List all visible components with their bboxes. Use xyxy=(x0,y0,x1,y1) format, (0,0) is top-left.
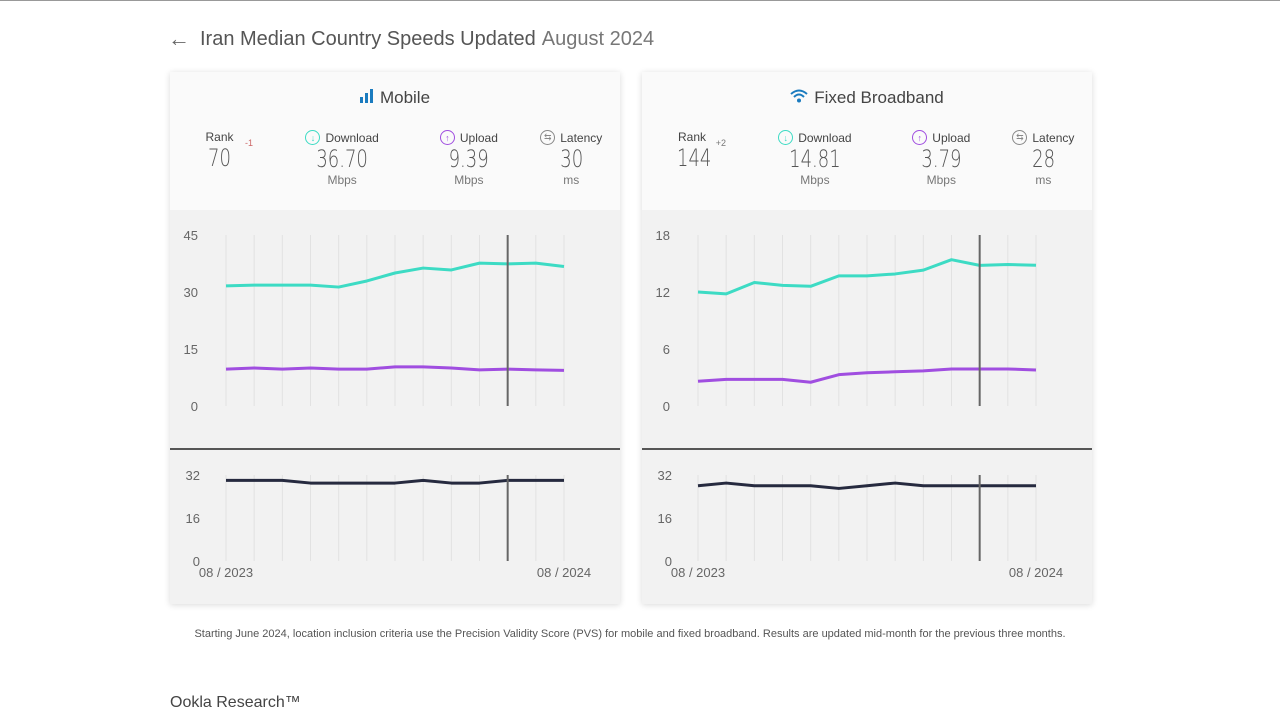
pvs-note: Starting June 2024, location inclusion c… xyxy=(194,628,1066,640)
wifi-icon xyxy=(790,88,808,108)
x-start-label: 08 / 2023 xyxy=(199,565,253,580)
latency-icon: ⇆ xyxy=(540,130,556,145)
latency-tick-label: 0 xyxy=(193,554,200,569)
card-header: Mobile Rank 70 -1 ↓ Download 36.70 Mbps ↑ Uplo… xyxy=(170,72,620,210)
latency-tick-label: 32 xyxy=(186,468,200,483)
x-start-label: 08 / 2023 xyxy=(671,565,725,580)
latency-tick-label: 16 xyxy=(186,511,200,526)
latency-tick-label: 16 xyxy=(658,511,672,526)
rank-delta: -1 xyxy=(244,138,253,148)
y-tick-label: 18 xyxy=(656,228,670,243)
y-tick-label: 15 xyxy=(184,342,198,357)
y-tick-label: 45 xyxy=(184,228,198,243)
y-tick-label: 30 xyxy=(184,285,198,300)
y-tick-label: 6 xyxy=(663,342,670,357)
mobile-card: Mobile Rank 70 -1 ↓ Download 36.70 Mbps ↑ Uplo… xyxy=(170,72,620,604)
latency-tick-label: 0 xyxy=(665,554,672,569)
fixed-broadband-card: Fixed Broadband Rank 144 +2 ↓ Download 14.81… xyxy=(642,72,1092,604)
upload-icon: ↑ xyxy=(912,130,928,145)
signal-bars-icon xyxy=(359,88,374,108)
top-divider xyxy=(0,0,1280,1)
rank-stat: Rank 70 -1 xyxy=(205,130,253,172)
latency-stat: ⇆ Latency 28 ms xyxy=(995,130,1092,187)
page-title: ← Iran Median Country Speeds Updated Augu… xyxy=(168,26,655,51)
upload-stat: ↑ Upload 9.39 Mbps xyxy=(415,130,522,187)
upload-stat: ↑ Upload 3.79 Mbps xyxy=(888,130,995,187)
section-heading-partial: Ookla Research™ xyxy=(170,694,301,711)
upload-icon: ↑ xyxy=(439,130,455,145)
download-icon: ↓ xyxy=(778,130,794,145)
back-arrow-icon[interactable]: ← xyxy=(168,26,190,51)
download-icon: ↓ xyxy=(305,130,321,145)
x-end-label: 08 / 2024 xyxy=(537,565,591,580)
x-end-label: 08 / 2024 xyxy=(1009,565,1063,580)
download-stat: ↓ Download 36.70 Mbps xyxy=(269,130,415,187)
latency-icon: ⇆ xyxy=(1012,130,1028,145)
card-title: Fixed Broadband xyxy=(642,72,1092,108)
y-tick-label: 12 xyxy=(656,285,670,300)
y-tick-label: 0 xyxy=(663,399,670,414)
latency-tick-label: 32 xyxy=(658,468,672,483)
rank-delta: +2 xyxy=(715,138,726,148)
card-title: Mobile xyxy=(170,72,620,108)
card-header: Fixed Broadband Rank 144 +2 ↓ Download 14.81… xyxy=(642,72,1092,210)
y-tick-label: 0 xyxy=(191,399,198,414)
download-stat: ↓ Download 14.81 Mbps xyxy=(742,130,888,187)
rank-stat: Rank 144 +2 xyxy=(677,130,726,172)
latency-stat: ⇆ Latency 30 ms xyxy=(523,130,621,187)
